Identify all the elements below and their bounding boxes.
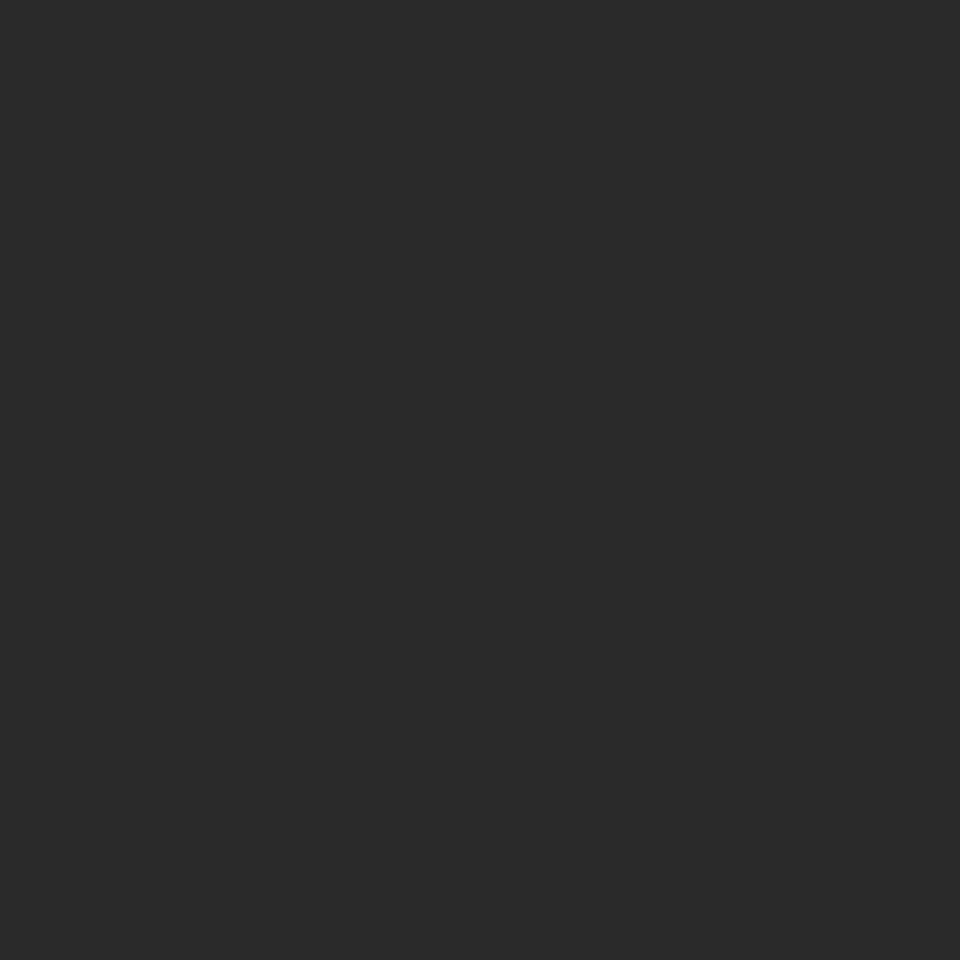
legend-bar-swatch-85 bbox=[487, 896, 507, 922]
legend-bar-swatch-30 bbox=[417, 896, 437, 922]
legend-area-bottom bbox=[0, 896, 960, 922]
